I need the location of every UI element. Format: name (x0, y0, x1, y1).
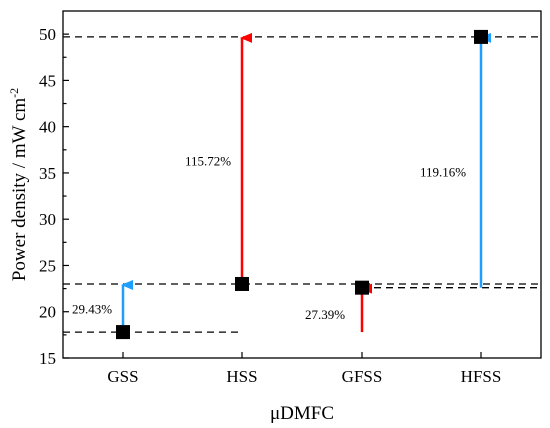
y-tick-label: 50 (39, 25, 56, 44)
y-tick-label: 20 (39, 303, 56, 322)
y-axis-title-main: Power density / mW cm (9, 98, 30, 282)
y-tick-label: 35 (39, 164, 56, 183)
marker-gss (116, 325, 130, 340)
marker-gfss (355, 280, 369, 295)
plot-frame (62, 10, 542, 359)
percent-annotations: 29.43% 115.72% 27.39% 119.16% (72, 154, 466, 323)
annotation-gss: 29.43% (72, 302, 112, 317)
annotation-hfss: 119.16% (420, 165, 466, 180)
x-axis-title: μDMFC (270, 403, 334, 424)
y-tick-label: 45 (39, 71, 56, 90)
annotation-hss: 115.72% (185, 154, 231, 169)
y-tick-label: 25 (39, 256, 56, 275)
x-axis-ticks: GSS HSS GFSS HFSS (107, 352, 501, 386)
y-tick-label: 40 (39, 118, 56, 137)
reference-lines (63, 36, 541, 333)
x-tick-label-hss: HSS (226, 367, 257, 386)
x-tick-label-gss: GSS (107, 367, 138, 386)
increase-arrows (121, 32, 491, 333)
x-tick-label-gfss: GFSS (342, 367, 383, 386)
data-markers (116, 29, 488, 340)
y-axis-title: Power density / mW cm-2 (7, 88, 30, 281)
annotation-gfss: 27.39% (305, 307, 345, 322)
y-tick-label: 15 (39, 349, 56, 368)
marker-hss (235, 276, 249, 291)
y-axis-ticks: 15 20 25 30 35 40 45 50 (39, 25, 69, 368)
marker-hfss (474, 29, 488, 44)
y-tick-label: 30 (39, 210, 56, 229)
x-tick-label-hfss: HFSS (461, 367, 502, 386)
y-axis-title-superscript: -2 (7, 88, 21, 98)
